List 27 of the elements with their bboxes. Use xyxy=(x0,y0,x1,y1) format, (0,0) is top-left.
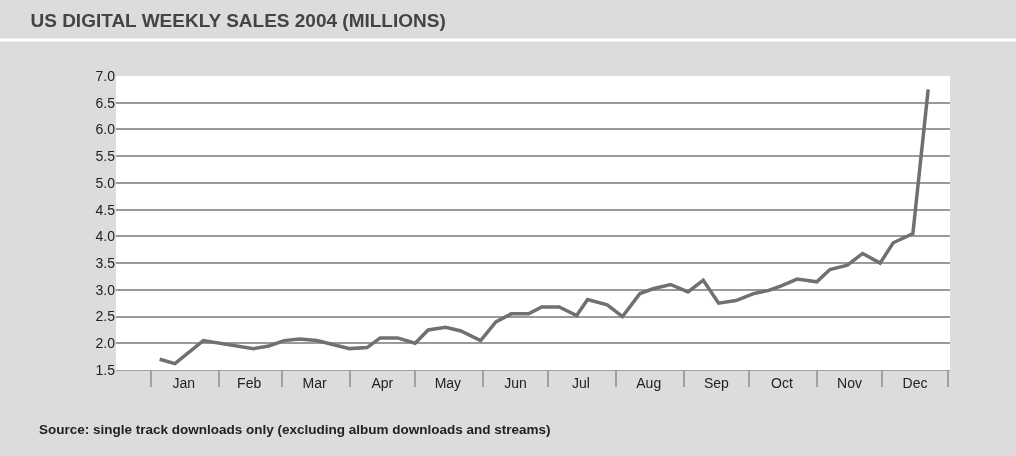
source-note: Source: single track downloads only (excluding album downloads and streams) xyxy=(39,422,551,437)
y-tick-label: 3.5 xyxy=(95,254,116,271)
x-tick-label: Dec xyxy=(902,374,928,391)
x-tick-label: Sep xyxy=(703,374,730,391)
y-tick-label: 5.5 xyxy=(95,148,116,165)
x-tick-label: Apr xyxy=(371,374,394,391)
line-series xyxy=(157,87,930,366)
y-tick-label: 6.0 xyxy=(95,121,116,138)
y-tick-label: 2.0 xyxy=(95,335,116,352)
x-tick-label: Aug xyxy=(636,374,662,391)
x-tick-label: Jul xyxy=(572,374,590,391)
y-tick-label: 1.5 xyxy=(95,361,116,378)
x-tick-label: Jan xyxy=(172,374,195,391)
y-tick-label: 6.5 xyxy=(95,94,116,111)
x-tick-label: May xyxy=(434,374,462,391)
chart-title: US DIGITAL WEEKLY SALES 2004 (MILLIONS) xyxy=(30,10,446,32)
x-tick-label: Nov xyxy=(837,374,863,391)
y-tick-label: 3.0 xyxy=(95,281,116,298)
y-tick-label: 2.5 xyxy=(95,308,116,325)
x-tick-label: Feb xyxy=(237,374,262,391)
y-tick-label: 4.0 xyxy=(95,228,116,245)
x-tick-label: Mar xyxy=(302,374,328,391)
x-tick-label: Oct xyxy=(771,374,793,391)
y-tick-label: 4.5 xyxy=(95,201,116,218)
x-tick-label: Jun xyxy=(504,374,527,391)
y-tick-label: 7.0 xyxy=(95,67,116,84)
y-tick-label: 5.0 xyxy=(95,174,116,191)
